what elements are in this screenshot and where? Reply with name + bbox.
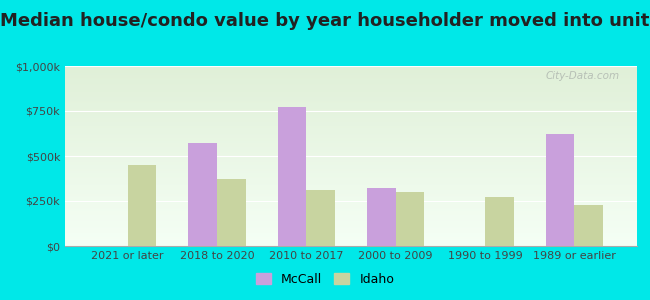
Legend: McCall, Idaho: McCall, Idaho bbox=[251, 268, 399, 291]
Bar bbox=[575, 205, 603, 246]
Bar bbox=[485, 196, 514, 246]
Bar bbox=[306, 190, 335, 246]
Bar bbox=[127, 165, 156, 246]
Bar bbox=[546, 134, 575, 246]
Text: Median house/condo value by year householder moved into unit: Median house/condo value by year househo… bbox=[0, 12, 650, 30]
Bar bbox=[217, 178, 246, 246]
Bar bbox=[188, 142, 217, 246]
Bar bbox=[278, 106, 306, 246]
Bar bbox=[367, 188, 396, 246]
Bar bbox=[396, 192, 424, 246]
Text: City-Data.com: City-Data.com bbox=[546, 71, 620, 81]
